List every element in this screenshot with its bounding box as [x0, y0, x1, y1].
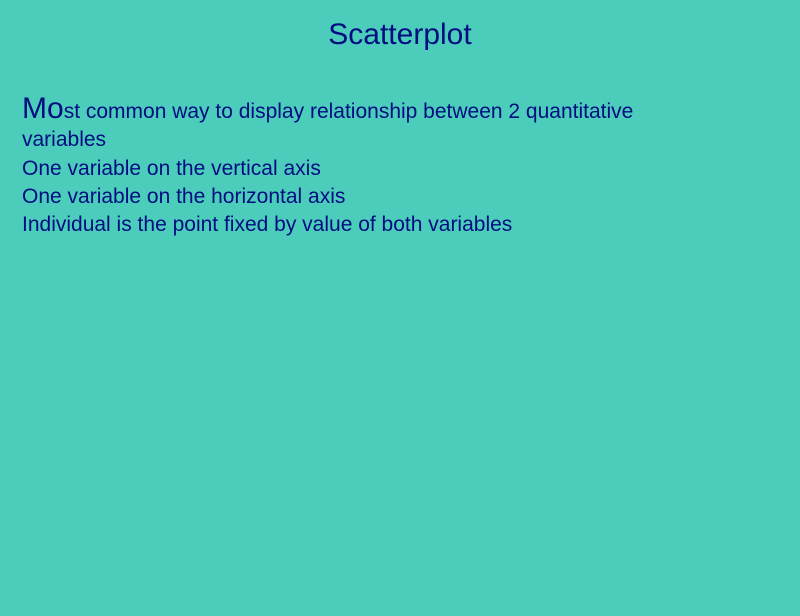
- body-line-3: One variable on the vertical axis: [22, 157, 321, 180]
- lead-caps: Mo: [22, 92, 64, 125]
- slide-body: Most common way to display relationship …: [22, 94, 778, 240]
- body-line-4: One variable on the horizontal axis: [22, 185, 345, 208]
- body-line-1-rest: st common way to display relationship be…: [64, 100, 634, 123]
- body-line-2: variables: [22, 128, 106, 151]
- slide: Scatterplot Most common way to display r…: [0, 0, 800, 616]
- slide-title: Scatterplot: [0, 18, 800, 52]
- body-line-5: Individual is the point fixed by value o…: [22, 213, 512, 236]
